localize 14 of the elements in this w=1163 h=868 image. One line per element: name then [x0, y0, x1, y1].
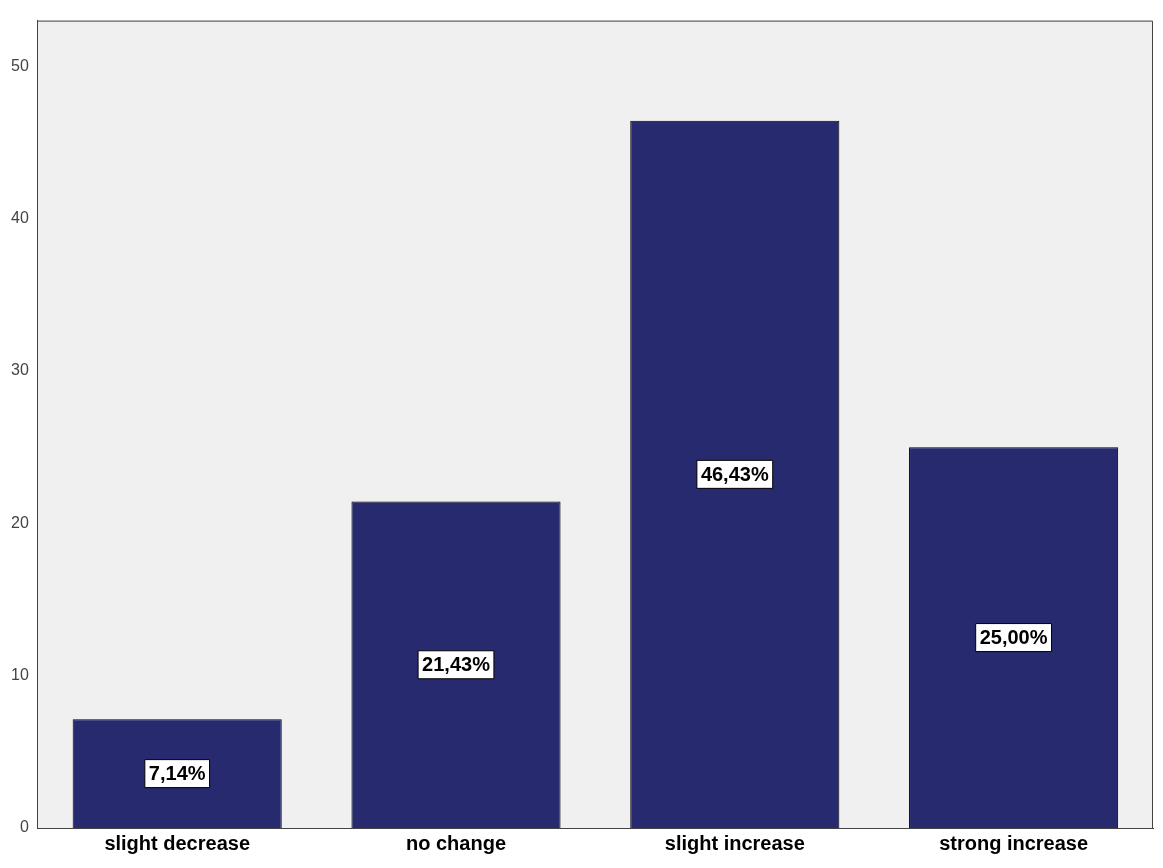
y-tick-label: 30: [11, 361, 29, 379]
x-tick-label: slight decrease: [104, 831, 251, 854]
x-tick-label: no change: [405, 831, 507, 854]
y-tick-label: 40: [11, 209, 29, 227]
x-tick-label: slight increase: [664, 831, 805, 854]
data-label: 46,43%: [700, 462, 769, 485]
data-label: 25,00%: [979, 626, 1048, 649]
data-label: 7,14%: [148, 762, 206, 785]
y-tick-label: 50: [11, 56, 29, 74]
data-label: 21,43%: [422, 653, 491, 676]
y-tick-label: 0: [19, 818, 29, 836]
x-tick-label: strong increase: [939, 831, 1089, 854]
y-tick-label: 20: [11, 513, 29, 531]
y-tick-label: 10: [11, 666, 29, 684]
